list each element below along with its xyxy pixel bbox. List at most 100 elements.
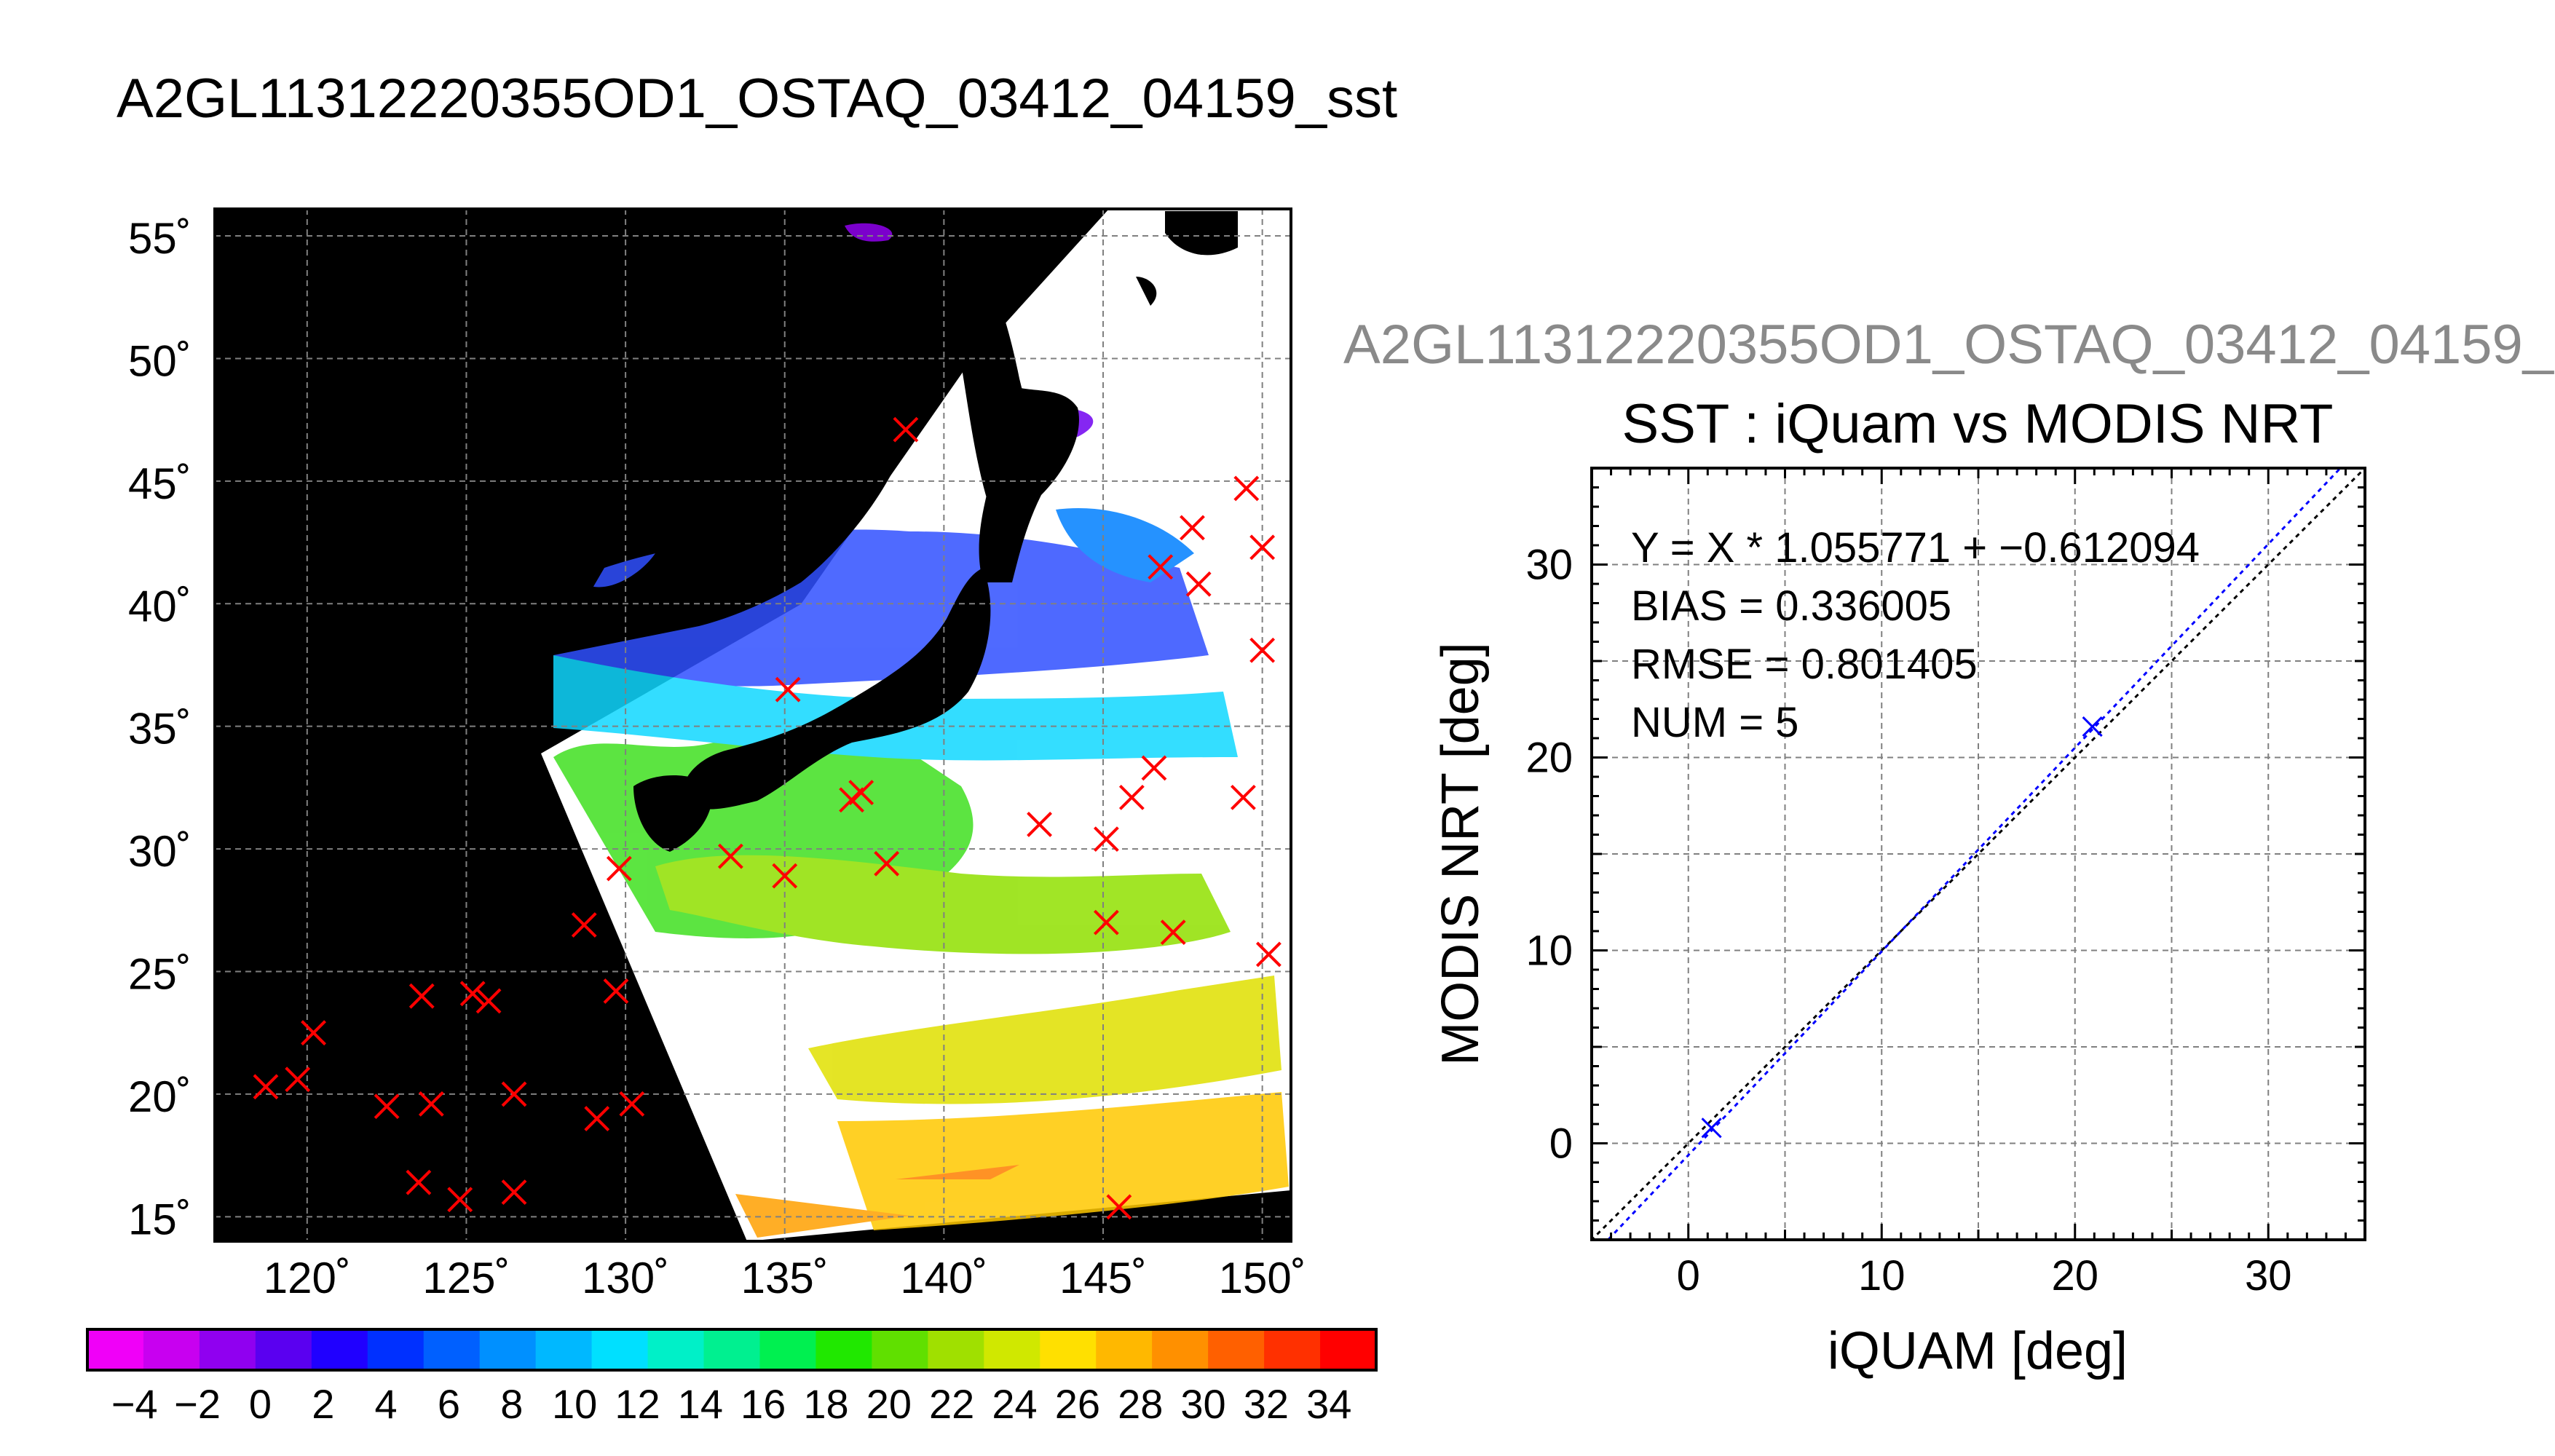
colorbar-cell <box>591 1329 649 1370</box>
x-axis-label: iQUAM [deg] <box>1828 1322 2128 1380</box>
map-marker <box>501 1179 527 1206</box>
y-axis-label: MODIS NRT [deg] <box>1431 642 1490 1066</box>
colorbar-cell <box>703 1329 760 1370</box>
colorbar-cell <box>759 1329 816 1370</box>
x-tick-label: 0 <box>1677 1252 1700 1299</box>
lat-tick-label: 20˚ <box>128 1072 191 1121</box>
colorbar: −4 −2 0 2 4 6 8 10 12 14 16 18 20 22 24 26 28 30 32 34 <box>86 1328 1378 1427</box>
colorbar-cell <box>872 1329 928 1370</box>
lat-tick-label: 45˚ <box>128 459 191 508</box>
x-tick-label: 20 <box>2051 1252 2098 1299</box>
map-marker <box>475 988 502 1014</box>
map-marker <box>1249 637 1276 663</box>
colorbar-cell <box>311 1329 368 1370</box>
map-marker <box>571 912 597 938</box>
lon-tick-label: 140˚ <box>900 1254 987 1302</box>
colorbar-tick-label: 24 <box>992 1381 1037 1427</box>
map-marker <box>1160 919 1186 946</box>
colorbar-tick-label: 20 <box>866 1381 912 1427</box>
map-marker <box>775 676 801 703</box>
map-marker <box>1185 571 1212 597</box>
plot-ticks <box>1592 467 2366 1240</box>
colorbar-cell <box>367 1329 424 1370</box>
scatter-point <box>1701 1117 1722 1139</box>
map-marker <box>459 981 486 1007</box>
map-marker <box>893 416 919 443</box>
scatter-point <box>2082 716 2103 737</box>
map-frame <box>213 207 1292 1243</box>
map-marker <box>301 1020 326 1046</box>
scatter-title: SST : iQuam vs MODIS NRT <box>1622 393 2334 455</box>
colorbar-tick-label: −4 <box>111 1381 158 1427</box>
identity-line <box>1592 468 2365 1240</box>
map-marker <box>408 983 435 1009</box>
colorbar-cell <box>984 1329 1040 1370</box>
colorbar-tick-label: 16 <box>741 1381 786 1427</box>
colorbar-tick-label: 32 <box>1244 1381 1289 1427</box>
colorbar-tick-label: −2 <box>174 1381 221 1427</box>
map-marker <box>1093 909 1119 935</box>
stats-annotation: BIAS = 0.336005 <box>1631 582 1951 630</box>
map-marker <box>1141 755 1167 781</box>
lat-tick-label: 30˚ <box>128 827 191 876</box>
colorbar-frame <box>86 1328 1378 1372</box>
map-marker <box>1093 826 1119 852</box>
lon-tick-label: 130˚ <box>582 1254 669 1302</box>
colorbar-tick-label: 12 <box>615 1381 660 1427</box>
map-marker <box>501 1081 527 1107</box>
colorbar-tick-label: 10 <box>552 1381 597 1427</box>
map-markers <box>253 416 1282 1220</box>
lon-tick-label: 135˚ <box>741 1254 829 1302</box>
colorbar-cell <box>143 1329 200 1370</box>
x-tick-label: 10 <box>1858 1252 1906 1299</box>
map-marker <box>1255 941 1282 968</box>
colorbar-tick-label: 18 <box>803 1381 848 1427</box>
colorbar-cells <box>87 1329 1377 1370</box>
colorbar-tick-label: 4 <box>375 1381 398 1427</box>
map-lat-labels: 55˚ 50˚ 45˚ 40˚ 35˚ 30˚ 25˚ 20˚ 15˚ <box>128 214 191 1243</box>
map-marker <box>603 978 629 1004</box>
stats-annotation: RMSE = 0.801405 <box>1631 641 1978 688</box>
map-marker <box>874 850 900 877</box>
map-marker <box>1230 784 1256 810</box>
lat-tick-label: 55˚ <box>128 214 191 263</box>
colorbar-labels: −4 −2 0 2 4 6 8 10 12 14 16 18 20 22 24 26 28 30 32 34 <box>111 1381 1352 1427</box>
sst-map: 55˚ 50˚ 45˚ 40˚ 35˚ 30˚ 25˚ 20˚ 15˚ 120˚ 125˚ 130˚… <box>128 207 1306 1302</box>
map-marker <box>285 1067 311 1093</box>
map-marker <box>1233 475 1260 502</box>
colorbar-tick-label: 0 <box>249 1381 272 1427</box>
lat-tick-label: 40˚ <box>128 582 191 630</box>
map-marker <box>584 1106 610 1132</box>
map-marker <box>1148 554 1174 580</box>
map-marker <box>1027 811 1052 837</box>
lon-tick-label: 120˚ <box>264 1254 351 1302</box>
plot-annotations: Y = X * 1.055771 + −0.612094 BIAS = 0.336… <box>1631 524 2200 746</box>
colorbar-cell <box>1152 1329 1209 1370</box>
map-marker <box>253 1074 279 1100</box>
lon-tick-label: 125˚ <box>422 1254 510 1302</box>
map-marker <box>1249 534 1276 561</box>
fit-line <box>1606 468 2342 1240</box>
scatter-subtitle: A2GL11312220355OD1_OSTAQ_03412_04159_s <box>1343 314 2555 376</box>
colorbar-tick-label: 14 <box>678 1381 723 1427</box>
colorbar-tick-label: 30 <box>1180 1381 1225 1427</box>
colorbar-tick-label: 8 <box>500 1381 523 1427</box>
plot-grid <box>1592 468 2365 1240</box>
lat-tick-label: 15˚ <box>128 1195 191 1243</box>
colorbar-cell <box>1264 1329 1321 1370</box>
colorbar-cell <box>1320 1329 1377 1370</box>
map-marker <box>447 1187 473 1213</box>
colorbar-cell <box>1040 1329 1097 1370</box>
colorbar-cell <box>816 1329 872 1370</box>
page-title: A2GL11312220355OD1_OSTAQ_03412_04159_sst <box>117 68 1398 130</box>
colorbar-tick-label: 28 <box>1118 1381 1163 1427</box>
lon-tick-label: 145˚ <box>1059 1254 1147 1302</box>
colorbar-cell <box>479 1329 537 1370</box>
colorbar-tick-label: 26 <box>1055 1381 1100 1427</box>
scatter-chart: SST : iQuam vs MODIS NRT 0 10 20 300102030 … <box>1431 393 2366 1380</box>
plot-tick-labels: 0 10 20 30 0 10 20 30 <box>1525 542 2291 1300</box>
x-tick-label: 30 <box>2245 1252 2292 1299</box>
y-tick-label: 10 <box>1525 927 1573 975</box>
map-marker <box>1106 1194 1132 1220</box>
